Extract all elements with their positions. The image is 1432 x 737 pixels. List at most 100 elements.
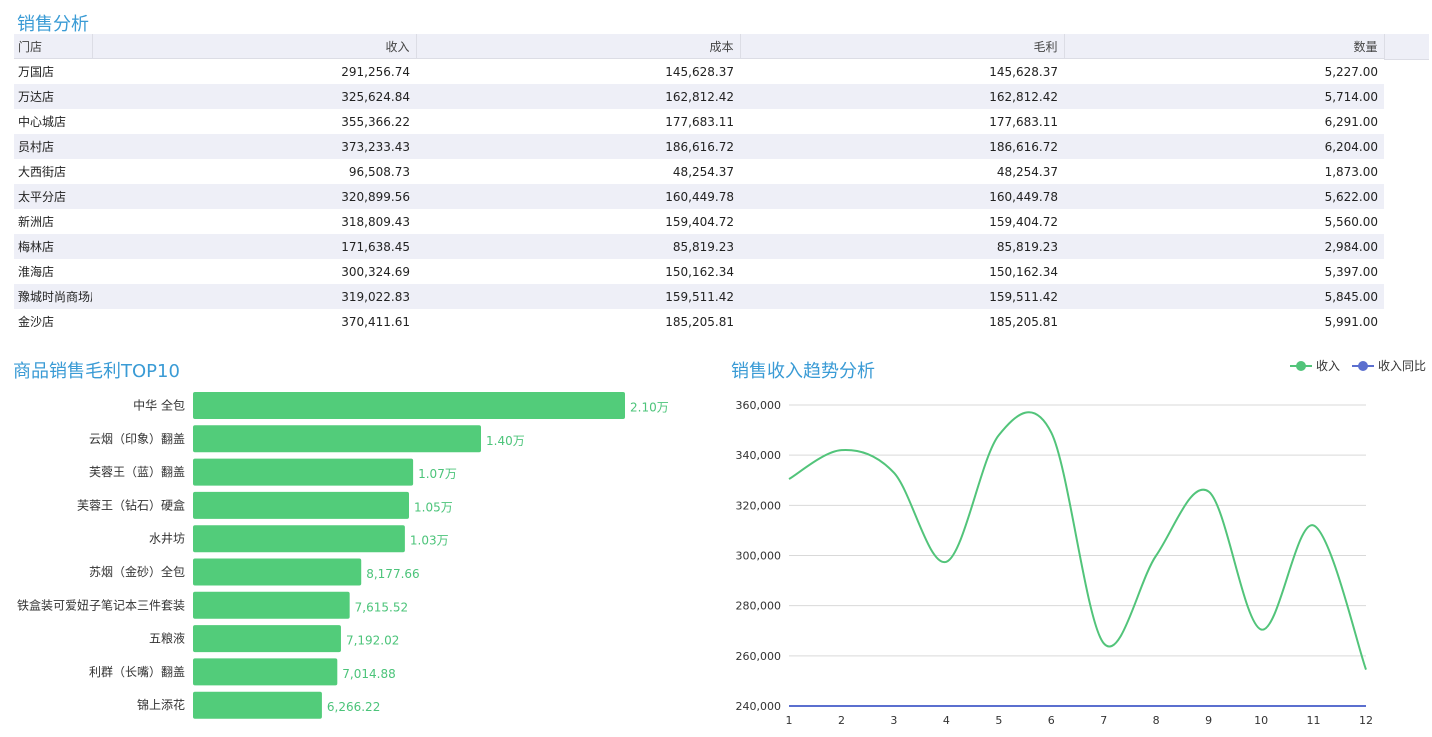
- table-row[interactable]: 万国店 291,256.74 145,628.37 145,628.37 5,227.0…: [14, 58, 1384, 84]
- legend-label[interactable]: 收入同比: [1378, 359, 1426, 373]
- cell-revenue: 319,022.83: [92, 284, 416, 309]
- x-tick-label: 10: [1254, 714, 1268, 727]
- cell-profit: 48,254.37: [740, 159, 1064, 184]
- x-tick-label: 8: [1153, 714, 1160, 727]
- bar-category-label: 云烟（印象）翻盖: [89, 432, 185, 446]
- y-tick-label: 360,000: [736, 399, 782, 412]
- bar[interactable]: [193, 625, 341, 653]
- cell-store: 梅林店: [14, 234, 92, 259]
- table-row[interactable]: 大西街店 96,508.73 48,254.37 48,254.37 1,873.00: [14, 159, 1384, 184]
- table-body: 万国店 291,256.74 145,628.37 145,628.37 5,227.0…: [14, 58, 1384, 334]
- cell-profit: 145,628.37: [740, 58, 1064, 84]
- table-row[interactable]: 中心城店 355,366.22 177,683.11 177,683.11 6,291.…: [14, 109, 1384, 134]
- cell-store: 大西街店: [14, 159, 92, 184]
- cell-cost: 48,254.37: [416, 159, 740, 184]
- table-row[interactable]: 太平分店 320,899.56 160,449.78 160,449.78 5,622.…: [14, 184, 1384, 209]
- table-row[interactable]: 员村店 373,233.43 186,616.72 186,616.72 6,204.0…: [14, 134, 1384, 159]
- col-header-profit[interactable]: 毛利: [740, 34, 1065, 59]
- top10-profit-title: 商品销售毛利TOP10: [13, 361, 180, 382]
- x-tick-label: 4: [943, 714, 950, 727]
- cell-profit: 162,812.42: [740, 84, 1064, 109]
- x-tick-label: 12: [1359, 714, 1373, 727]
- cell-quantity: 1,873.00: [1064, 159, 1384, 184]
- bar[interactable]: [193, 591, 350, 619]
- cell-revenue: 325,624.84: [92, 84, 416, 109]
- bar[interactable]: [193, 691, 322, 719]
- table-row[interactable]: 淮海店 300,324.69 150,162.34 150,162.34 5,397.0…: [14, 259, 1384, 284]
- cell-revenue: 355,366.22: [92, 109, 416, 134]
- cell-cost: 159,511.42: [416, 284, 740, 309]
- bar-category-label: 中华 全包: [133, 398, 185, 413]
- bar-category-label: 锦上添花: [137, 697, 185, 712]
- legend-marker[interactable]: [1296, 361, 1306, 371]
- cell-store: 豫城时尚商场店: [14, 284, 92, 309]
- bar-value-label: 1.05万: [414, 500, 453, 514]
- bar-category-label: 水井坊: [149, 531, 185, 546]
- col-header-store[interactable]: 门店: [14, 34, 93, 59]
- cell-profit: 185,205.81: [740, 309, 1064, 334]
- bar[interactable]: [193, 558, 362, 586]
- bar[interactable]: [193, 491, 409, 519]
- bar-value-label: 1.40万: [486, 434, 525, 448]
- cell-cost: 160,449.78: [416, 184, 740, 209]
- cell-profit: 186,616.72: [740, 134, 1064, 159]
- cell-cost: 186,616.72: [416, 134, 740, 159]
- cell-profit: 159,511.42: [740, 284, 1064, 309]
- y-tick-label: 260,000: [736, 650, 782, 663]
- x-tick-label: 6: [1048, 714, 1055, 727]
- cell-store: 淮海店: [14, 259, 92, 284]
- x-tick-label: 3: [890, 714, 897, 727]
- cell-revenue: 373,233.43: [92, 134, 416, 159]
- cell-quantity: 5,622.00: [1064, 184, 1384, 209]
- bar[interactable]: [193, 392, 625, 419]
- table-row[interactable]: 豫城时尚商场店319,022.83159,511.42159,511.425,8…: [14, 284, 1384, 309]
- cell-store: 太平分店: [14, 184, 92, 209]
- cell-quantity: 2,984.00: [1064, 234, 1384, 259]
- cell-store: 金沙店: [14, 309, 92, 334]
- cell-revenue: 320,899.56: [92, 184, 416, 209]
- bar[interactable]: [193, 425, 481, 453]
- bar[interactable]: [193, 525, 405, 553]
- x-tick-label: 5: [995, 714, 1002, 727]
- sales-table-container[interactable]: 门店 收入 成本 毛利 数量 万国店 291,256.74 145,628.37 14…: [14, 34, 1429, 341]
- table-row[interactable]: 万达店 325,624.84 162,812.42 162,812.42 5,714.0…: [14, 84, 1384, 109]
- cell-revenue: 291,256.74: [92, 58, 416, 84]
- bar-value-label: 7,615.52: [355, 600, 408, 614]
- cell-revenue: 370,411.61: [92, 309, 416, 334]
- col-header-quantity[interactable]: 数量: [1064, 34, 1385, 59]
- bar[interactable]: [193, 458, 414, 486]
- bar-value-label: 1.07万: [418, 467, 457, 481]
- col-header-cost[interactable]: 成本: [416, 34, 741, 59]
- x-tick-label: 9: [1205, 714, 1212, 727]
- revenue-trend-title: 销售收入趋势分析: [731, 361, 875, 382]
- cell-cost: 150,162.34: [416, 259, 740, 284]
- cell-cost: 177,683.11: [416, 109, 740, 134]
- table-row[interactable]: 金沙店 370,411.61 185,205.81 185,205.81 5,991.0…: [14, 309, 1384, 334]
- cell-quantity: 6,204.00: [1064, 134, 1384, 159]
- legend-marker[interactable]: [1358, 361, 1368, 371]
- cell-revenue: 318,809.43: [92, 209, 416, 234]
- y-tick-label: 340,000: [736, 449, 782, 462]
- legend-label[interactable]: 收入: [1316, 359, 1340, 373]
- table-row[interactable]: 梅林店 171,638.45 85,819.23 85,819.23 2,984.00: [14, 234, 1384, 259]
- bar-value-label: 8,177.66: [366, 567, 419, 581]
- series-line-revenue[interactable]: [788, 411, 1367, 670]
- cell-store: 新洲店: [14, 209, 92, 234]
- cell-quantity: 5,397.00: [1064, 259, 1384, 284]
- cell-profit: 150,162.34: [740, 259, 1064, 284]
- table-row[interactable]: 新洲店 318,809.43 159,404.72 159,404.72 5,560.0…: [14, 209, 1384, 234]
- cell-quantity: 5,991.00: [1064, 309, 1384, 334]
- bar[interactable]: [193, 658, 338, 686]
- col-header-revenue[interactable]: 收入: [92, 34, 417, 59]
- cell-store: 万达店: [14, 84, 92, 109]
- y-tick-label: 280,000: [736, 600, 782, 613]
- x-tick-label: 1: [786, 714, 793, 727]
- bar-category-label: 铁盒装可爱妞子笔记本三件套装: [17, 597, 185, 612]
- cell-revenue: 96,508.73: [92, 159, 416, 184]
- cell-cost: 185,205.81: [416, 309, 740, 334]
- bar-category-label: 利群（长嘴）翻盖: [89, 665, 185, 679]
- bar-category-label: 五粮液: [149, 631, 185, 646]
- bar-category-label: 芙蓉王（蓝）翻盖: [89, 465, 185, 479]
- bar-category-label: 苏烟（金砂）全包: [89, 564, 185, 579]
